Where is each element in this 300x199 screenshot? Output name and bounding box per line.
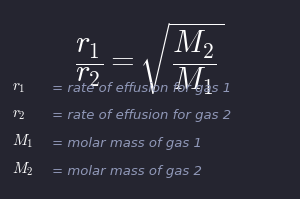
Text: = molar mass of gas 2: = molar mass of gas 2 [52, 165, 202, 178]
Text: $r_2$: $r_2$ [12, 108, 26, 122]
Text: $M_2$: $M_2$ [12, 161, 34, 178]
Text: = molar mass of gas 1: = molar mass of gas 1 [52, 137, 202, 150]
Text: = rate of effusion for gas 2: = rate of effusion for gas 2 [52, 109, 232, 122]
Text: $M_1$: $M_1$ [12, 133, 33, 150]
Text: = rate of effusion for gas 1: = rate of effusion for gas 1 [52, 82, 232, 95]
Text: $\dfrac{r_1}{r_2} = \sqrt{\dfrac{M_2}{M_1}}$: $\dfrac{r_1}{r_2} = \sqrt{\dfrac{M_2}{M_… [75, 20, 225, 97]
Text: $r_1$: $r_1$ [12, 81, 26, 95]
